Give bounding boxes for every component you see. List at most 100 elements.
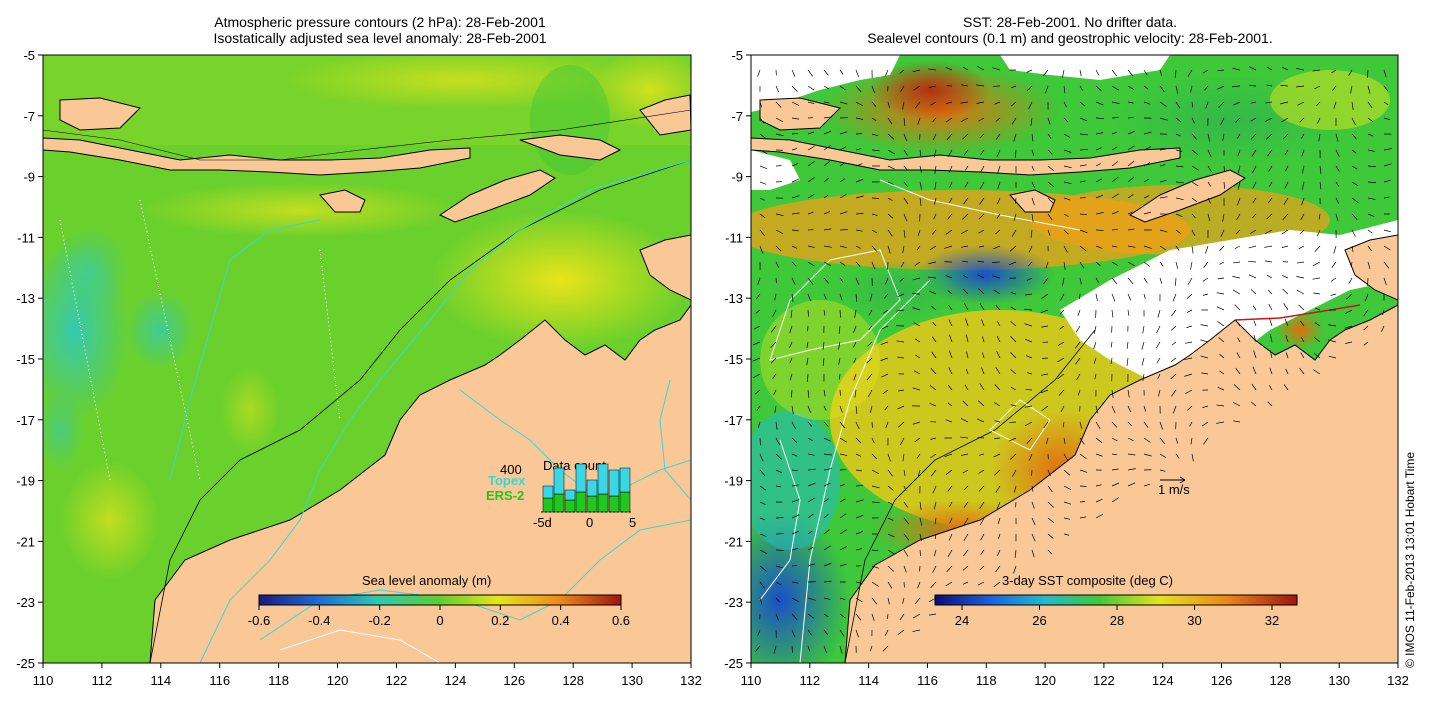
velocity-vector: [903, 469, 906, 477]
velocity-vector: [1351, 133, 1357, 140]
velocity-vector: [855, 229, 863, 232]
velocity-vector: [1318, 133, 1321, 142]
velocity-vector: [839, 178, 846, 183]
velocity-vector: [1185, 389, 1193, 394]
velocity-vector: [839, 498, 846, 503]
velocity-vector: [1079, 149, 1088, 151]
velocity-vector: [1159, 69, 1163, 77]
velocity-vector: [839, 645, 843, 654]
velocity-vector: [919, 181, 923, 190]
velocity-vector: [855, 277, 860, 285]
velocity-vector: [1191, 453, 1194, 462]
velocity-vector: [855, 163, 863, 167]
y-tick-label: -7: [731, 109, 743, 124]
velocity-vector: [1252, 165, 1257, 174]
velocity-vector: [791, 117, 800, 120]
velocity-vector: [1299, 229, 1305, 235]
velocity-vector: [770, 325, 777, 333]
velocity-vector: [993, 453, 1001, 458]
velocity-vector: [1127, 482, 1136, 487]
velocity-vector: [1127, 453, 1136, 456]
land-australia-right: [844, 304, 1398, 663]
velocity-vector: [823, 261, 831, 267]
velocity-vector: [1367, 213, 1375, 217]
velocity-vector: [1284, 149, 1289, 155]
velocity-vector: [1207, 181, 1212, 187]
y-tick-label: -19: [724, 474, 743, 489]
velocity-vector: [996, 549, 1001, 557]
velocity-vector: [790, 309, 793, 318]
velocity-vector: [823, 161, 830, 167]
sla-colorbar: Sea level anomaly (m) -0.6 -0.4 -0.2 0 0.2 0.…: [248, 573, 630, 628]
velocity-vector: [1047, 501, 1055, 508]
velocity-vector: [775, 565, 783, 569]
velocity-vector: [775, 581, 782, 586]
velocity-vector: [962, 565, 969, 571]
velocity-vector: [791, 405, 794, 414]
velocity-vector: [1351, 101, 1354, 110]
land-sulawesi-south: [59, 97, 141, 131]
velocity-vector: [1079, 85, 1083, 91]
velocity-vector: [1316, 229, 1321, 237]
velocity-vector: [1013, 213, 1017, 221]
velocity-vector: [807, 482, 816, 487]
velocity-vector: [899, 613, 905, 621]
velocity-vector: [1186, 325, 1193, 328]
velocity-vector: [1345, 341, 1353, 344]
velocity-vector: [897, 629, 905, 636]
velocity-vector: [855, 245, 861, 249]
velocity-vector: [1027, 372, 1033, 375]
velocity-vector: [919, 149, 922, 156]
velocity-vector: [1299, 367, 1305, 375]
velocity-vector: [839, 405, 843, 413]
velocity-vector: [1284, 318, 1289, 327]
velocity-vector: [1264, 260, 1273, 263]
velocity-vector: [1201, 372, 1209, 375]
velocity-vector: [791, 293, 794, 302]
sealevel-contour-2: [799, 279, 931, 663]
velocity-vector: [855, 514, 864, 519]
velocity-vector: [1282, 275, 1289, 279]
velocity-vector: [1095, 163, 1101, 167]
velocity-vector: [1014, 485, 1017, 493]
velocity-vector: [887, 181, 894, 185]
velocity-vector: [807, 293, 811, 302]
velocity-vector: [1335, 149, 1340, 157]
velocity-vector: [996, 351, 1001, 359]
inset-bar-ers2: [564, 499, 576, 513]
sla-high-anomaly: [430, 210, 690, 350]
velocity-vector: [1093, 341, 1097, 350]
velocity-vector: [1298, 245, 1305, 250]
velocity-vector: [1170, 325, 1177, 331]
x-tick-label: 120: [1034, 673, 1056, 688]
velocity-vector: [1280, 101, 1289, 105]
velocity-vector: [1191, 133, 1197, 140]
velocity-vector: [1367, 85, 1371, 94]
velocity-vector: [855, 213, 864, 215]
velocity-vector: [1367, 181, 1376, 184]
velocity-vector: [839, 85, 846, 91]
velocity-vector: [1207, 165, 1212, 172]
velocity-vector: [1237, 181, 1241, 190]
velocity-vector: [887, 213, 894, 219]
velocity-vector: [1363, 309, 1369, 317]
velocity-vector: [867, 341, 873, 347]
velocity-vector: [930, 581, 937, 589]
velocity-vector: [855, 484, 864, 487]
velocity-vector: [867, 389, 873, 398]
velocity-vector: [995, 305, 1001, 311]
velocity-vector: [1237, 197, 1241, 206]
velocity-vector: [775, 101, 782, 108]
velocity-vector: [902, 245, 905, 254]
velocity-vector: [978, 213, 985, 220]
velocity-vector: [839, 613, 846, 619]
velocity-vector: [807, 629, 812, 636]
velocity-vector: [1237, 149, 1241, 157]
velocity-vector: [790, 389, 793, 398]
velocity-vector: [1025, 355, 1033, 359]
velocity-vector: [1142, 373, 1145, 381]
velocity-vector: [1190, 437, 1193, 445]
velocity-vector: [1010, 292, 1017, 295]
velocity-vector: [1045, 261, 1049, 269]
colorbar-tick-label: 30: [1187, 613, 1201, 628]
